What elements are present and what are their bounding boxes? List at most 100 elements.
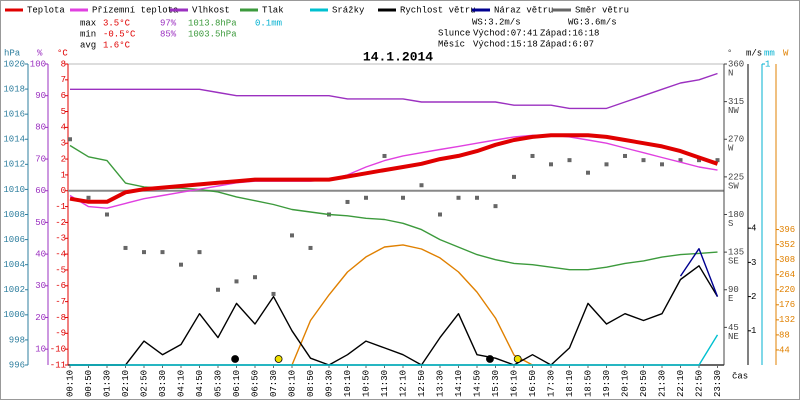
- stats-label: min: [80, 29, 96, 39]
- stats-value: 85%: [160, 29, 177, 39]
- x-tick-label: 04:10: [176, 370, 186, 397]
- x-tick-label: 14:10: [454, 370, 464, 397]
- y-tick-label: -10: [50, 345, 66, 355]
- y-tick-label: 1008: [3, 210, 25, 220]
- moon-label: Měsíc: [438, 39, 465, 49]
- legend-label: Tlak: [262, 5, 284, 15]
- stats-value: -0.5°C: [103, 29, 136, 39]
- x-tick-label: 14:50: [472, 370, 482, 397]
- stats-value: 3.5°C: [103, 18, 131, 28]
- direction-dot: [271, 291, 276, 296]
- wind-stat: WG:3.6m/s: [568, 17, 617, 27]
- x-tick-label: 01:30: [102, 370, 112, 397]
- direction-dot: [567, 158, 572, 163]
- x-tick-label: 22:10: [676, 370, 686, 397]
- x-tick-label: 02:50: [139, 370, 149, 397]
- y-tick-label: 1: [61, 170, 66, 180]
- sun-marker: [274, 355, 283, 363]
- y-tick-label: 1004: [3, 260, 25, 270]
- y-tick-label: 176: [779, 300, 795, 310]
- x-tick-label: 05:30: [213, 370, 223, 397]
- x-axis-label: čas: [732, 371, 748, 381]
- compass-label: SW: [728, 181, 739, 191]
- y-tick-label: -2: [55, 218, 66, 228]
- y-tick-label: 88: [779, 330, 790, 340]
- moon-marker: [231, 355, 240, 363]
- x-tick-label: 02:10: [121, 370, 131, 397]
- direction-dot: [197, 250, 202, 255]
- y-tick-label: 90: [35, 91, 46, 101]
- direction-dot: [345, 199, 350, 204]
- y-tick-label: -1: [55, 202, 66, 212]
- x-tick-label: 10:50: [361, 370, 371, 397]
- legend-label: Přízemní teplota: [92, 5, 179, 15]
- x-tick-label: 04:50: [195, 370, 205, 397]
- y-tick-label: 3: [751, 258, 756, 268]
- y-tick-label: 50: [35, 218, 46, 228]
- x-tick-label: 06:50: [250, 370, 260, 397]
- direction-dot: [678, 158, 683, 163]
- series-line: [70, 72, 718, 110]
- x-tick-label: 16:50: [528, 370, 538, 397]
- y-tick-label: 1014: [3, 135, 25, 145]
- direction-dot: [641, 158, 646, 163]
- x-tick-label: 11:30: [380, 370, 390, 397]
- y-tick-label: 264: [779, 270, 795, 280]
- axis-unit: hPa: [4, 48, 21, 58]
- sun-label: Slunce: [438, 28, 470, 38]
- y-tick-label: 132: [779, 315, 795, 325]
- y-tick-label: 998: [9, 335, 25, 345]
- x-tick-label: 20:50: [639, 370, 649, 397]
- chart-title: 14.1.2014: [363, 49, 433, 64]
- y-tick-label: 30: [35, 281, 46, 291]
- y-tick-label: 1: [751, 326, 756, 336]
- direction-dot: [382, 153, 387, 158]
- compass-label: N: [728, 68, 733, 78]
- direction-dot: [290, 233, 294, 238]
- y-tick-label: 135: [728, 248, 744, 258]
- direction-dot: [253, 275, 257, 280]
- stats-value: 1.6°C: [103, 40, 131, 50]
- x-tick-label: 07:30: [269, 370, 279, 397]
- x-tick-label: 06:10: [232, 370, 242, 397]
- axis-unit: %: [37, 48, 43, 58]
- y-tick-label: -8: [55, 313, 66, 323]
- y-tick-label: 1012: [3, 160, 25, 170]
- y-tick-label: -11: [50, 360, 66, 370]
- y-tick-label: 360: [728, 59, 744, 69]
- x-tick-label: 19:30: [602, 370, 612, 397]
- direction-dot: [493, 204, 498, 209]
- y-tick-label: 2: [751, 292, 756, 302]
- direction-dot: [456, 195, 461, 200]
- y-tick-label: -5: [55, 265, 66, 275]
- series-line: [69, 134, 718, 209]
- series-line: [679, 248, 719, 297]
- direction-dot: [438, 212, 442, 217]
- x-tick-label: 12:10: [398, 370, 408, 397]
- y-tick-label: 20: [35, 313, 46, 323]
- y-tick-label: 225: [728, 172, 744, 182]
- sun-set: Západ:16:18: [540, 28, 599, 38]
- y-tick-label: 270: [728, 135, 744, 145]
- stats-value: 1003.5hPa: [188, 29, 237, 39]
- y-tick-label: 996: [9, 360, 25, 370]
- y-tick-label: 1002: [3, 285, 25, 295]
- stats-label: avg: [80, 40, 96, 50]
- direction-dot: [68, 137, 72, 142]
- legend-label: Rychlost větru: [400, 5, 476, 15]
- y-tick-label: 100: [30, 59, 46, 69]
- direction-dot: [512, 174, 516, 179]
- direction-dot: [179, 262, 183, 267]
- y-tick-label: -6: [55, 281, 66, 291]
- direction-dot: [105, 212, 109, 217]
- series-line: [291, 244, 533, 366]
- direction-dot: [475, 195, 479, 200]
- direction-dot: [623, 153, 627, 158]
- compass-label: SE: [728, 257, 739, 267]
- x-tick-label: 15:30: [491, 370, 501, 397]
- compass-label: NW: [728, 106, 739, 116]
- y-tick-label: 180: [728, 210, 744, 220]
- moon-rise: Východ:15:18: [473, 39, 538, 49]
- direction-dot: [604, 162, 609, 167]
